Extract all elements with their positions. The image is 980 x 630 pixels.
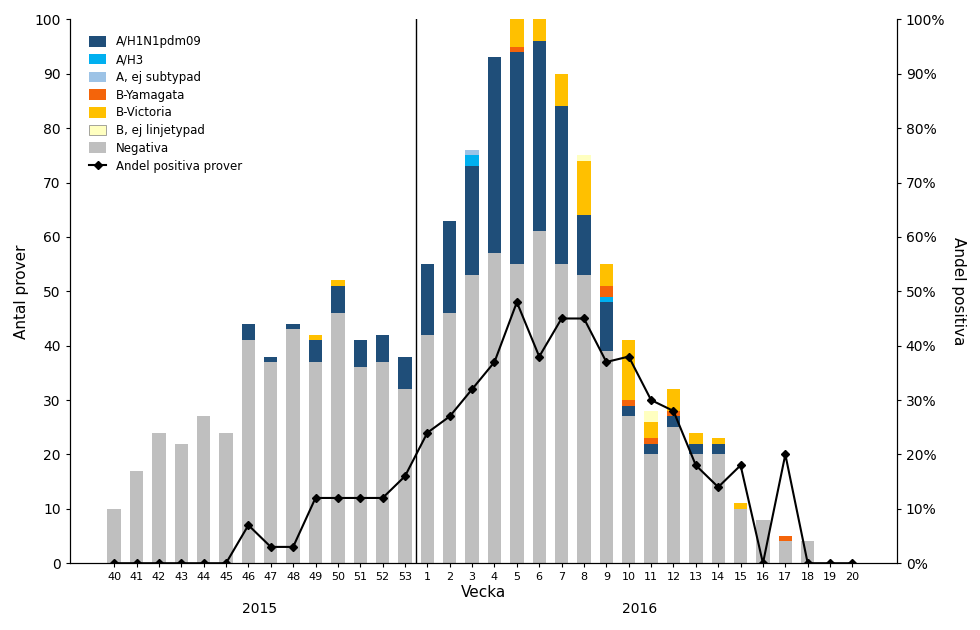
Bar [264,357,277,362]
Bar [511,264,523,563]
Bar [622,406,635,416]
Legend: A/H1N1pdm09, A/H3, A, ej subtypad, B-Yamagata, B-Victoria, B, ej linjetypad, Neg: A/H1N1pdm09, A/H3, A, ej subtypad, B-Yam… [84,31,247,177]
Bar [577,275,591,563]
Bar [600,351,613,563]
Bar [108,509,121,563]
Bar [354,340,367,367]
Bar [376,335,389,362]
Bar [197,416,211,563]
Bar [398,357,412,389]
Bar [757,520,769,563]
Bar [622,340,635,400]
Bar [443,220,457,313]
Bar [555,106,568,264]
Bar [577,161,591,215]
Bar [600,264,613,286]
Bar [666,416,680,427]
Bar [331,280,345,286]
Bar [376,362,389,563]
Bar [398,389,412,563]
Text: 2016: 2016 [622,602,658,616]
Bar [600,297,613,302]
Bar [129,471,143,563]
Bar [511,47,523,52]
Bar [555,74,568,106]
Bar [286,329,300,563]
Bar [466,156,479,166]
Bar [488,253,501,563]
Bar [734,503,748,509]
Bar [466,275,479,563]
Bar [174,444,188,563]
Bar [532,20,546,41]
Bar [309,340,322,362]
Bar [264,362,277,563]
Bar [286,324,300,329]
Bar [645,438,658,444]
Bar [622,400,635,406]
Bar [466,150,479,156]
X-axis label: Vecka: Vecka [461,585,506,600]
Bar [220,433,232,563]
Bar [600,286,613,297]
Bar [152,433,166,563]
Bar [689,454,703,563]
Bar [645,422,658,438]
Bar [666,411,680,416]
Bar [511,52,523,264]
Bar [242,324,255,340]
Bar [801,541,814,563]
Bar [309,335,322,340]
Y-axis label: Andel positiva: Andel positiva [952,237,966,345]
Bar [689,433,703,444]
Bar [532,231,546,563]
Bar [466,166,479,275]
Bar [645,411,658,422]
Bar [443,313,457,563]
Bar [711,444,725,454]
Bar [711,438,725,444]
Bar [242,340,255,563]
Bar [711,454,725,563]
Bar [689,444,703,454]
Y-axis label: Antal prover: Antal prover [14,244,28,338]
Bar [622,416,635,563]
Bar [666,427,680,563]
Bar [354,367,367,563]
Bar [645,454,658,563]
Bar [645,444,658,454]
Bar [331,286,345,313]
Bar [577,215,591,275]
Bar [600,302,613,351]
Bar [331,313,345,563]
Text: 2015: 2015 [242,602,277,616]
Bar [779,541,792,563]
Bar [577,156,591,161]
Bar [420,335,434,563]
Bar [309,362,322,563]
Bar [420,264,434,335]
Bar [511,14,523,47]
Bar [779,536,792,541]
Bar [666,389,680,411]
Bar [555,264,568,563]
Bar [532,41,546,231]
Bar [734,509,748,563]
Bar [488,57,501,253]
